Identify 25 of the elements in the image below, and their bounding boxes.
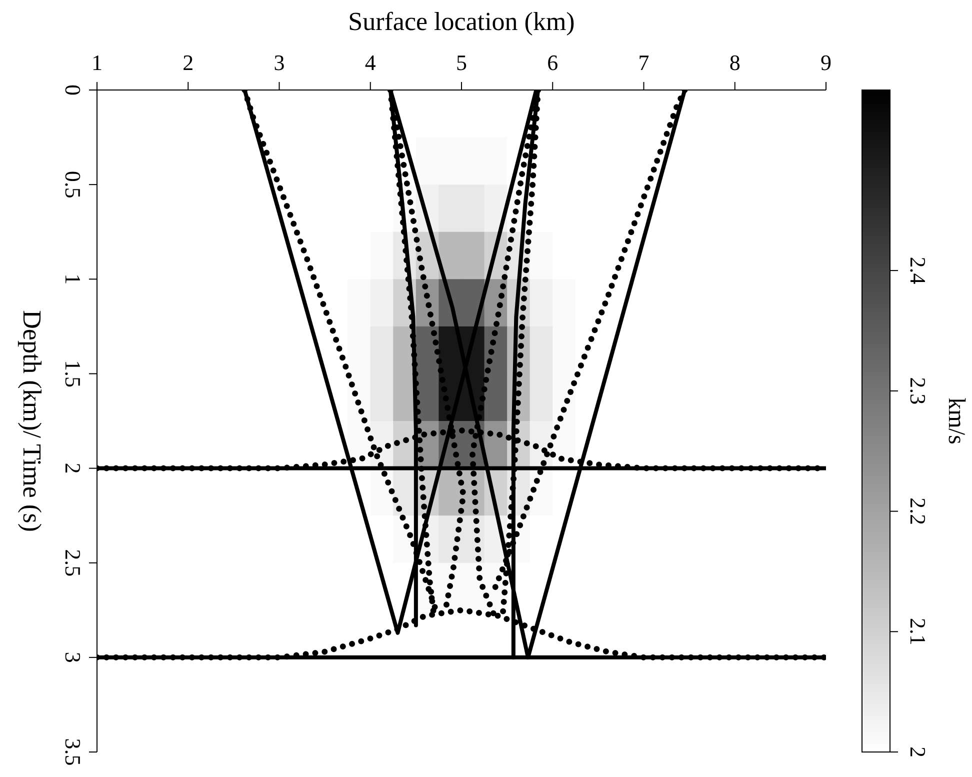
- color-bar-label: 2: [906, 746, 930, 758]
- x-tick-label: 5: [456, 50, 467, 75]
- x-tick-label: 3: [274, 50, 285, 75]
- x-tick-label: 8: [729, 50, 740, 75]
- x-tick-label: 2: [182, 50, 194, 75]
- x-tick-label: 6: [547, 50, 558, 75]
- x-tick-label: 1: [92, 50, 102, 75]
- y-tick-label: 3.5: [60, 738, 86, 766]
- y-tick-label: 1.5: [60, 360, 86, 388]
- color-bar-label: 2.3: [906, 377, 930, 405]
- color-bar-label: 2.4: [906, 256, 930, 284]
- y-tick-label: 1: [60, 274, 86, 285]
- y-tick-label: 2: [60, 462, 86, 474]
- x-tick-label: 4: [364, 50, 376, 75]
- y-tick-label: 3: [60, 652, 86, 663]
- y-tick-label: 0: [60, 84, 86, 96]
- y-tick-label: 2.5: [60, 549, 86, 577]
- x-axis-title: Surface location (km): [348, 7, 575, 36]
- color-bar-label: 2.1: [906, 618, 930, 646]
- x-tick-label: 7: [638, 50, 650, 75]
- y-axis-title: Depth (km)/ Time (s): [18, 310, 46, 532]
- y-tick-label: 0.5: [60, 170, 86, 198]
- x-tick-label: 9: [820, 50, 832, 75]
- color-bar-label: 2.2: [906, 498, 930, 526]
- color-bar-title: km/s: [943, 398, 969, 444]
